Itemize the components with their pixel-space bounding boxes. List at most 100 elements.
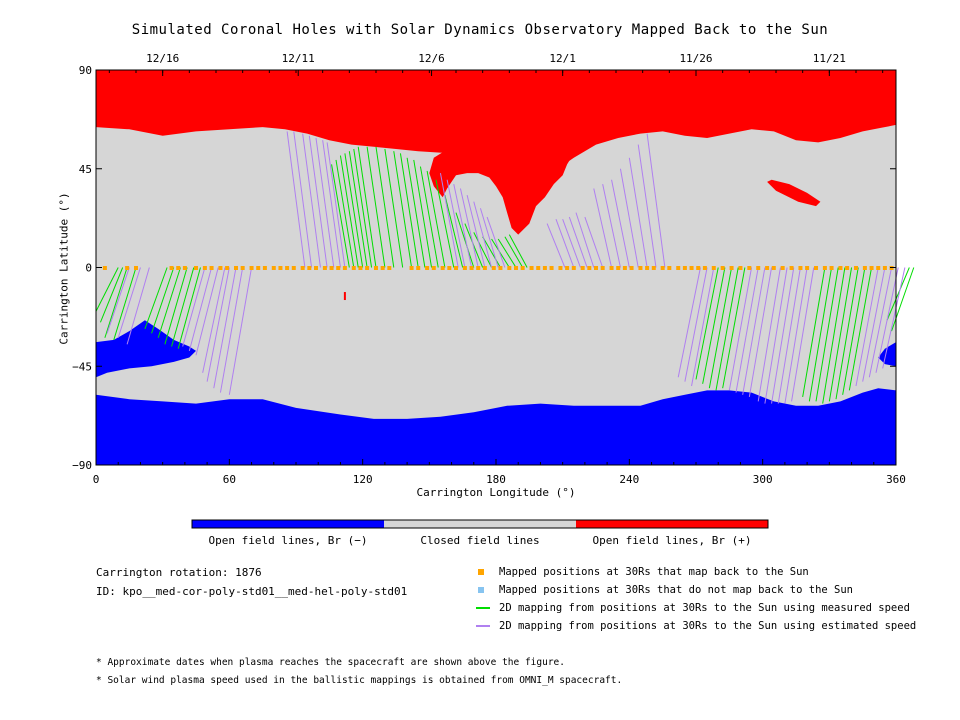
mapped-point xyxy=(225,266,230,270)
mapped-point xyxy=(125,266,130,270)
measured-mapping-line xyxy=(393,151,413,268)
estimated-mapping-line xyxy=(791,267,815,402)
colorbar-label-open-negative: Open field lines, Br (−) xyxy=(208,534,368,547)
mapped-point xyxy=(300,266,305,270)
mapped-point xyxy=(756,266,761,270)
estimated-mapping-line xyxy=(728,267,753,391)
mapped-point xyxy=(194,266,198,270)
estimated-mapping-line xyxy=(619,168,639,268)
measured-mapping-line xyxy=(157,267,181,338)
measured-mapping-line xyxy=(848,267,873,391)
colorbar-frame xyxy=(191,519,769,529)
measured-mapping-line xyxy=(828,267,853,402)
measured-mapping-line xyxy=(335,159,355,268)
y-tick-label: −90 xyxy=(72,459,92,472)
measured-mapping-line xyxy=(171,267,195,347)
mapped-point xyxy=(622,266,627,270)
date-tick-label: 11/21 xyxy=(813,52,846,65)
estimated-mapping-line xyxy=(584,216,604,268)
chart-title: Simulated Coronal Holes with Solar Dynam… xyxy=(131,22,829,38)
mapped-point xyxy=(491,266,496,270)
estimated-mapping-line xyxy=(326,142,346,268)
date-tick-label: 12/6 xyxy=(418,52,445,65)
mapped-point xyxy=(600,266,605,270)
legend-item-measured: 2D mapping from positions at 30Rs to the… xyxy=(499,602,910,614)
date-tick-label: 12/1 xyxy=(549,52,576,65)
mapped-point xyxy=(587,266,592,270)
mapped-point xyxy=(447,266,452,270)
measured-mapping-line xyxy=(375,146,395,268)
estimated-mapping-line xyxy=(555,219,575,268)
y-axis-label: Carrington Latitude (°) xyxy=(57,192,71,345)
estimated-mapping-line xyxy=(106,267,130,334)
estimated-mapping-line xyxy=(684,267,708,382)
measured-mapping-line xyxy=(835,267,859,400)
south-coronal-hole-lobe-right xyxy=(878,342,896,367)
mapped-point xyxy=(256,266,261,270)
measured-mapping-line xyxy=(473,232,493,268)
estimated-mapping-line xyxy=(764,267,788,404)
estimated-mapping-line xyxy=(875,267,899,373)
mapped-point xyxy=(549,266,554,270)
mapped-point xyxy=(616,266,621,270)
date-tick-label: 11/26 xyxy=(679,52,712,65)
measured-mapping-line xyxy=(151,267,175,334)
mapped-point xyxy=(498,266,503,270)
mapped-point xyxy=(682,266,687,270)
mapped-point xyxy=(854,266,858,270)
estimated-mapping-line xyxy=(322,140,341,268)
x-tick-label: 120 xyxy=(353,473,373,486)
measured-mapping-line xyxy=(104,267,128,338)
estimated-mapping-line xyxy=(213,267,237,389)
estimated-mapping-line xyxy=(202,267,226,373)
mapped-point xyxy=(720,266,725,270)
estimated-mapping-line xyxy=(568,216,588,268)
legend-swatch-unmapped xyxy=(478,587,484,593)
mapped-point xyxy=(814,266,818,270)
south-polar-open-negative xyxy=(96,388,896,465)
measured-mapping-line xyxy=(413,159,433,268)
mapped-point xyxy=(291,266,296,270)
measured-mapping-line xyxy=(113,267,137,341)
mapped-point xyxy=(285,266,290,270)
mapped-point xyxy=(747,266,752,270)
x-tick-label: 0 xyxy=(93,473,100,486)
mapped-point xyxy=(529,266,534,270)
mapped-point xyxy=(638,266,643,270)
measured-mapping-line xyxy=(702,267,726,384)
measured-mapping-line xyxy=(426,170,446,268)
x-axis-label: Carrington Longitude (°) xyxy=(416,486,576,499)
mapped-point xyxy=(507,266,512,270)
mapped-point xyxy=(271,266,276,270)
colorbar-open-negative xyxy=(192,520,384,528)
estimated-mapping-line xyxy=(182,267,206,347)
estimated-mapping-line xyxy=(459,188,479,268)
x-tick-label: 60 xyxy=(223,473,236,486)
mapped-point xyxy=(134,266,138,270)
mapped-points-layer xyxy=(102,266,894,270)
measured-mapping-line xyxy=(815,267,839,402)
estimated-mapping-line xyxy=(453,184,473,268)
mapped-point xyxy=(765,266,770,270)
mapped-point xyxy=(571,266,576,270)
measured-mapping-line xyxy=(444,194,464,268)
date-tick-label: 12/11 xyxy=(282,52,315,65)
mapped-point xyxy=(789,266,794,270)
map-layer xyxy=(96,70,896,465)
mapped-point xyxy=(798,266,803,270)
mapped-point xyxy=(542,266,547,270)
estimated-mapping-line xyxy=(637,144,657,268)
model-id-text: ID: kpo__med-cor-poly-std01__med-hel-pol… xyxy=(96,585,408,598)
mapped-point xyxy=(102,266,107,270)
mapped-point xyxy=(482,266,487,270)
measured-mapping-line xyxy=(708,267,733,389)
estimated-mapping-line xyxy=(219,267,244,393)
measured-mapping-line xyxy=(384,148,404,268)
mapped-point xyxy=(862,266,867,270)
mapped-point xyxy=(536,266,541,270)
estimated-mapping-line xyxy=(868,267,893,378)
north-coronal-hole-extension xyxy=(429,131,619,235)
mapped-point xyxy=(829,266,834,270)
estimated-mapping-line xyxy=(771,267,795,404)
